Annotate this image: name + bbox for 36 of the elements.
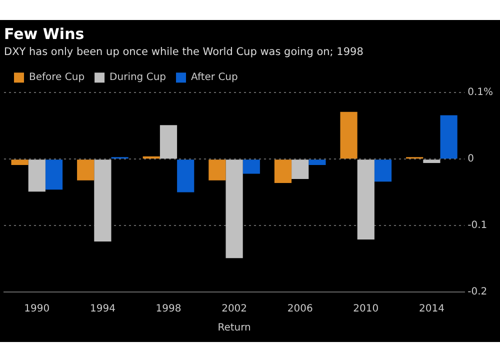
bar <box>160 125 178 159</box>
chart-title: Few Wins <box>4 24 84 43</box>
legend-label: Before Cup <box>29 72 85 84</box>
x-tick-label: 2002 <box>222 304 248 315</box>
bar <box>357 160 374 240</box>
bar <box>45 160 63 190</box>
y-tick-label: 0 <box>468 154 474 165</box>
bar <box>242 160 260 174</box>
bar <box>226 160 243 258</box>
bar <box>208 160 226 180</box>
x-axis-title: Return <box>218 322 251 334</box>
bar <box>308 160 326 166</box>
x-tick-label: 1994 <box>90 304 116 315</box>
bar <box>423 160 440 164</box>
legend-label: During Cup <box>110 72 166 84</box>
bar <box>374 160 392 182</box>
bar <box>274 160 292 183</box>
bar <box>340 112 358 159</box>
x-tick-label: 2014 <box>418 304 444 315</box>
y-tick-label: -0.1 <box>468 220 488 232</box>
bar <box>28 160 46 192</box>
bar <box>440 115 458 159</box>
bar <box>94 160 112 242</box>
y-tick-label: 0.1% <box>468 87 493 98</box>
legend-label: After Cup <box>191 72 238 84</box>
bar <box>11 160 28 166</box>
bar <box>77 160 94 180</box>
bar <box>292 160 309 180</box>
bar <box>177 160 194 192</box>
x-tick-label: 1998 <box>156 304 182 315</box>
y-tick-label: -0.2 <box>468 286 488 298</box>
bar <box>142 156 160 159</box>
chart-subtitle: DXY has only been up once while the World Cup was going on; 1998 <box>4 46 364 58</box>
x-tick-label: 2010 <box>353 304 379 315</box>
x-tick-label: 1990 <box>24 304 50 315</box>
x-tick-label: 2006 <box>287 304 313 315</box>
